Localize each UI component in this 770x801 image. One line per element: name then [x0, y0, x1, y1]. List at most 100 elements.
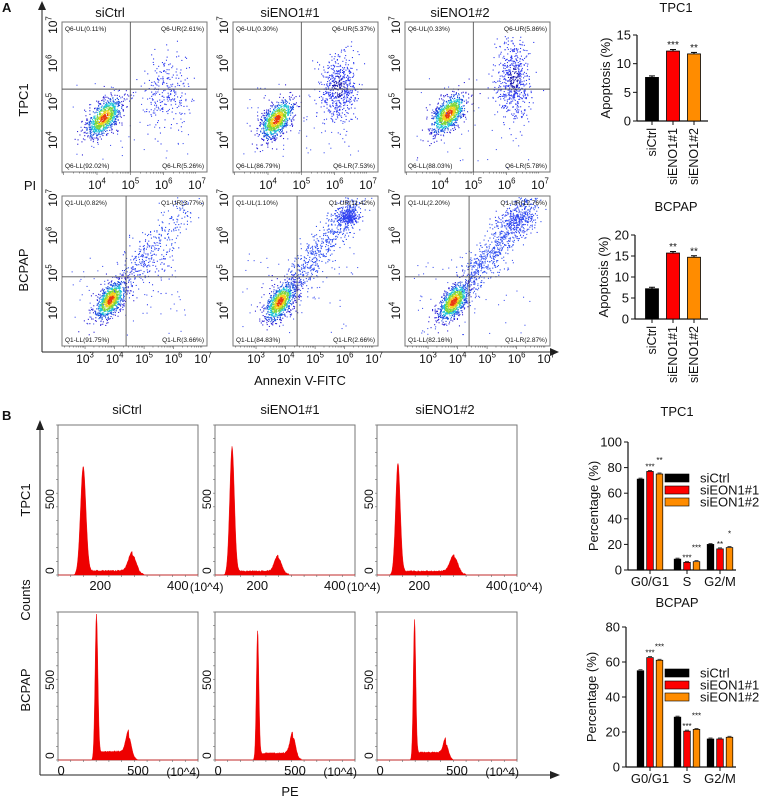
- scatter-point: [179, 85, 181, 87]
- scatter-point: [291, 125, 293, 127]
- scatter-point: [340, 94, 342, 96]
- scatter-point: [278, 107, 280, 109]
- scatter-point: [446, 111, 448, 113]
- scatter-point: [438, 107, 440, 109]
- scatter-point: [349, 71, 351, 73]
- scatter-point: [528, 121, 530, 123]
- scatter-point: [110, 121, 112, 123]
- scatter-point: [169, 86, 171, 88]
- scatter-point: [506, 47, 508, 49]
- scatter-point: [509, 79, 511, 81]
- scatter-point: [268, 124, 270, 126]
- scatter-point: [92, 120, 94, 122]
- scatter-point: [98, 318, 100, 320]
- scatter-point: [271, 148, 273, 150]
- scatter-point: [107, 279, 109, 281]
- scatter-point: [440, 120, 442, 122]
- scatter-point: [271, 117, 273, 119]
- scatter-point: [272, 136, 274, 138]
- scatter-point: [519, 89, 521, 91]
- scatter-point: [284, 116, 286, 118]
- scatter-point: [283, 120, 285, 122]
- scatter-point: [282, 132, 284, 134]
- scatter-point: [449, 131, 451, 133]
- scatter-point: [342, 138, 344, 140]
- scatter-point: [100, 323, 102, 325]
- scatter-point: [350, 67, 352, 69]
- scatter-point: [278, 122, 280, 124]
- scatter-point: [186, 77, 188, 79]
- scatter-point: [112, 87, 114, 89]
- scatter-point: [324, 100, 326, 102]
- scatter-point: [279, 130, 281, 132]
- scatter-point: [443, 113, 445, 115]
- scatter-point: [96, 130, 98, 132]
- scatter-point: [504, 85, 506, 87]
- scatter-point: [168, 77, 170, 79]
- scatter-point: [107, 308, 109, 310]
- scatter-point: [440, 109, 442, 111]
- scatter-point: [511, 55, 513, 57]
- scatter-point: [108, 105, 110, 107]
- scatter-point: [111, 131, 113, 133]
- scatter-point: [108, 299, 110, 301]
- scatter-point: [348, 79, 350, 81]
- scatter-point: [450, 114, 452, 116]
- scatter-point: [433, 116, 435, 118]
- scatter-point: [503, 98, 505, 100]
- scatter-point: [154, 48, 156, 50]
- scatter-point: [457, 98, 459, 100]
- scatter-point: [455, 120, 457, 122]
- scatter-point: [509, 97, 511, 99]
- scatter-point: [291, 108, 293, 110]
- scatter-point: [330, 106, 332, 108]
- scatter-point: [117, 90, 119, 92]
- scatter-point: [167, 87, 169, 89]
- scatter-point: [106, 123, 108, 125]
- scatter-point: [269, 126, 271, 128]
- scatter-point: [267, 125, 269, 127]
- scatter-point: [92, 293, 94, 295]
- scatter-point: [90, 134, 92, 136]
- scatter-point: [428, 129, 430, 131]
- scatter-point: [178, 55, 180, 57]
- scatter-point: [334, 87, 336, 89]
- scatter-point: [446, 119, 448, 121]
- scatter-point: [337, 63, 339, 65]
- scatter-point: [518, 75, 520, 77]
- scatter-point: [519, 63, 521, 65]
- scatter-point: [458, 101, 460, 103]
- scatter-point: [340, 75, 342, 77]
- scatter-point: [156, 100, 158, 102]
- scatter-point: [427, 128, 429, 130]
- scatter-point: [179, 100, 181, 102]
- scatter-point: [504, 36, 506, 38]
- scatter-point: [112, 97, 114, 99]
- scatter-point: [266, 115, 268, 117]
- scatter-point: [261, 123, 263, 125]
- scatter-point: [338, 80, 340, 82]
- scatter-point: [499, 96, 501, 98]
- scatter-point: [523, 44, 525, 46]
- scatter-point: [335, 118, 337, 120]
- scatter-point: [332, 102, 334, 104]
- scatter-point: [458, 94, 460, 96]
- scatter-point: [114, 112, 116, 114]
- scatter-point: [155, 83, 157, 85]
- scatter-point: [166, 77, 168, 79]
- scatter-point: [104, 112, 106, 114]
- scatter-point: [110, 106, 112, 108]
- scatter-point: [267, 134, 269, 136]
- scatter-point: [495, 47, 497, 49]
- scatter-point: [99, 116, 101, 118]
- scatter-point: [499, 78, 501, 80]
- scatter-point: [112, 132, 114, 134]
- scatter-point: [328, 76, 330, 78]
- scatter-point: [338, 96, 340, 98]
- scatter-point: [113, 113, 115, 115]
- scatter-point: [285, 106, 287, 108]
- scatter-point: [158, 108, 160, 110]
- scatter-point: [358, 83, 360, 85]
- scatter-point: [495, 100, 497, 102]
- scatter-point: [347, 107, 349, 109]
